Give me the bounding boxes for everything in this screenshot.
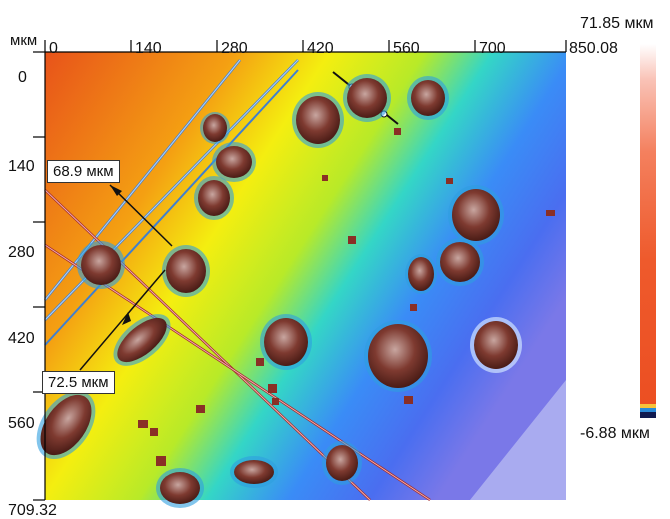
particle — [162, 245, 210, 297]
y-tick-label: 140 — [8, 158, 35, 175]
particles — [36, 74, 555, 508]
particle — [405, 254, 437, 294]
x-axis-unit: мкм — [10, 32, 38, 49]
particle — [212, 142, 256, 182]
measurement-callout: 72.5 мкм — [42, 371, 115, 394]
x-tick-label: 140 — [135, 40, 162, 57]
particle — [194, 176, 234, 220]
x-tick-label: 0 — [49, 40, 58, 57]
particle — [77, 241, 125, 289]
surface-light-corner — [470, 380, 566, 500]
particle — [36, 390, 96, 460]
particle — [156, 468, 204, 508]
callout-arrows — [79, 184, 173, 371]
y-tick-label: 560 — [8, 415, 35, 432]
particle — [470, 317, 522, 373]
y-axis — [33, 51, 46, 501]
x-axis — [44, 40, 567, 53]
particle — [448, 185, 504, 245]
particle — [230, 456, 278, 488]
color-scale-bar — [640, 44, 656, 418]
particle — [407, 76, 449, 120]
y-tick-label: 280 — [8, 244, 35, 261]
particle — [113, 314, 171, 366]
x-tick-label: 420 — [307, 40, 334, 57]
particle — [343, 74, 391, 122]
x-tick-label: 560 — [393, 40, 420, 57]
particle — [200, 112, 230, 144]
x-tick-label: 280 — [221, 40, 248, 57]
particle — [436, 238, 484, 286]
particle — [260, 314, 312, 370]
y-max-label: 709.32 — [8, 502, 57, 519]
particle — [364, 320, 432, 392]
particle — [292, 92, 344, 148]
particle — [322, 441, 362, 485]
y-tick-label: 420 — [8, 330, 35, 347]
x-tick-label: 850.08 — [569, 40, 618, 57]
measurement-callout: 68.9 мкм — [47, 160, 120, 183]
scale-max-label: 71.85 мкм — [580, 15, 654, 32]
y-tick-label: 0 — [18, 69, 27, 86]
scale-min-label: -6.88 мкм — [580, 425, 650, 442]
x-tick-label: 700 — [479, 40, 506, 57]
